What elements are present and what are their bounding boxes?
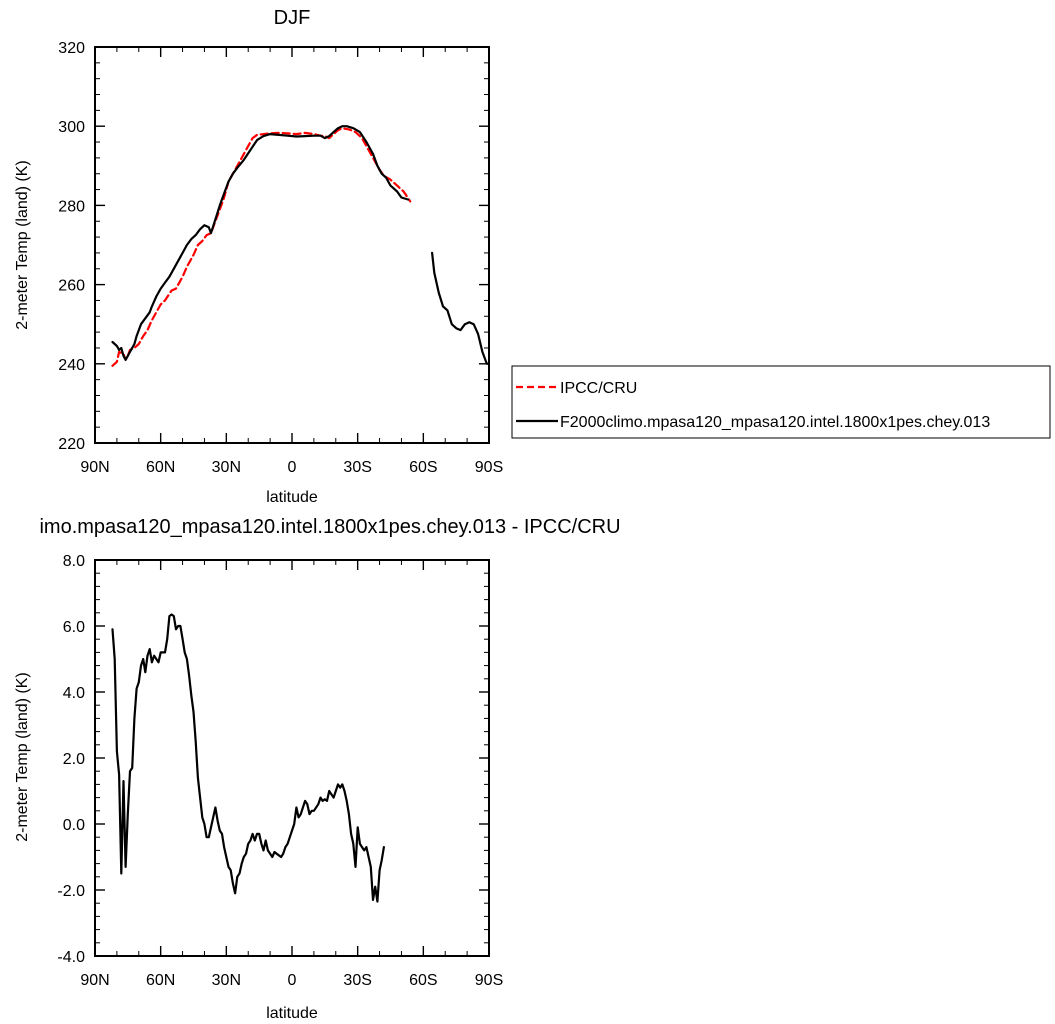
panel-bottom-series [111,613,385,903]
panel-bottom-ticks: 90N 60N 30N 0 30S 60S 90S -4.0 -2.0 0.0 2.0 4.0 6.0 8… [57,553,503,989]
series-line-top-1-seg1 [431,251,491,365]
panel-bottom-title: imo.mpasa120_mpasa120.intel.1800x1pes.ch… [39,516,620,538]
y-tick-label: -4.0 [57,949,85,966]
panel-top: DJF 2-meter Temp (land) (K) latitude 90N… [14,7,1051,506]
panel-top-xlabel: latitude [266,489,318,506]
x-tick-label: 30S [343,459,371,476]
x-tick-label: 0 [288,459,297,476]
x-tick-label: 90S [475,972,503,989]
panel-top-ticks: 90N 60N 30N 0 30S 60S 90S 220 240 260 280 300 320 [58,40,503,476]
x-tick-label: 30N [212,459,241,476]
legend-box [511,365,1051,439]
x-tick-label: 90S [475,459,503,476]
legend-label-ipcc: IPCC/CRU [560,380,637,397]
x-tick-label: 0 [288,972,297,989]
y-tick-label: 6.0 [63,619,85,636]
y-tick-label: 220 [58,436,85,453]
series-line-bottom-0 [111,613,385,903]
panel-bottom-xlabel: latitude [266,1005,318,1022]
y-tick-label: 300 [58,119,85,136]
series-line-top-1-seg0 [111,125,410,361]
x-tick-label: 60S [409,972,437,989]
x-tick-label: 60N [146,972,175,989]
legend-label-model: F2000climo.mpasa120_mpasa120.intel.1800x… [560,414,990,431]
x-tick-label: 90N [80,972,109,989]
y-tick-label: 280 [58,198,85,215]
panel-bottom: imo.mpasa120_mpasa120.intel.1800x1pes.ch… [14,516,621,1022]
y-tick-label: 260 [58,278,85,295]
y-tick-label: 4.0 [63,685,85,702]
y-tick-label: -2.0 [57,883,85,900]
y-tick-label: 240 [58,357,85,374]
x-tick-label: 90N [80,459,109,476]
series-line-top-0 [111,127,412,367]
panel-top-frame [94,46,490,444]
panel-top-series [111,125,491,367]
y-tick-label: 0.0 [63,817,85,834]
x-tick-label: 30N [212,972,241,989]
x-tick-label: 30S [343,972,371,989]
y-tick-label: 320 [58,40,85,57]
y-tick-label: 2.0 [63,751,85,768]
x-tick-label: 60S [409,459,437,476]
panel-top-title: DJF [274,7,311,29]
panel-top-ylabel: 2-meter Temp (land) (K) [14,160,31,330]
x-tick-label: 60N [146,459,175,476]
legend: IPCC/CRU F2000climo.mpasa120_mpasa120.in… [511,365,1051,439]
panel-bottom-ylabel: 2-meter Temp (land) (K) [14,672,31,842]
panel-bottom-frame [94,559,490,957]
y-tick-label: 8.0 [63,553,85,570]
